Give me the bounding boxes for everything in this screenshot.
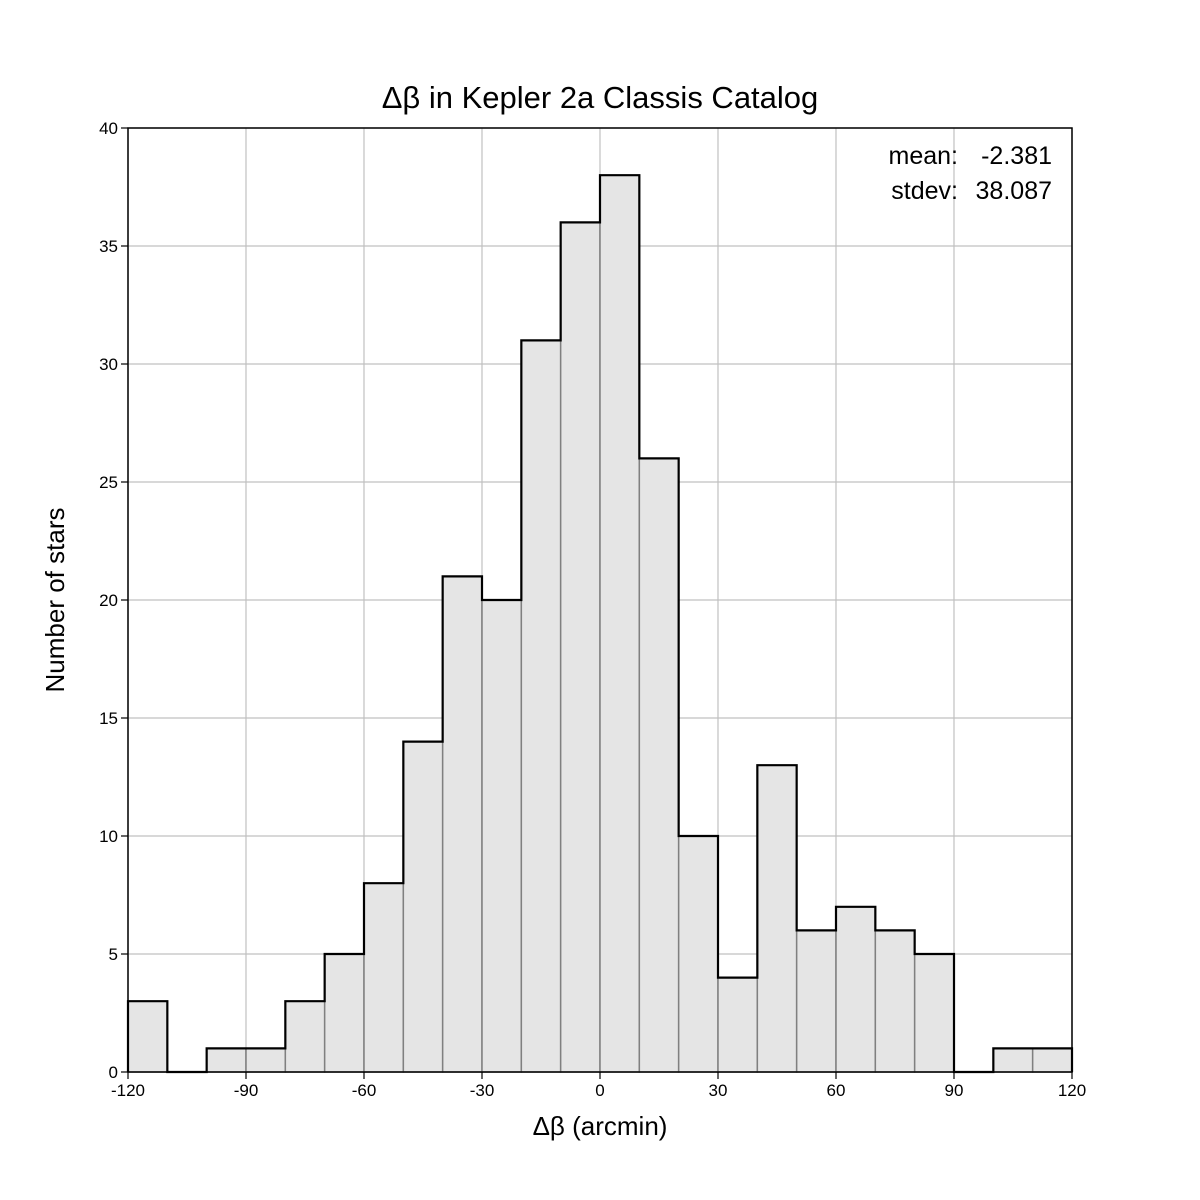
histogram-bar (205, 1047, 247, 1073)
mean-label: mean: (889, 142, 958, 170)
histogram-bar (835, 906, 877, 1073)
y-axis-ticks: 0 5 10 15 20 25 30 35 40 (99, 119, 128, 1082)
x-tick-label: 0 (595, 1081, 604, 1100)
y-tick-label: 0 (109, 1063, 118, 1082)
x-tick-label: 60 (827, 1081, 846, 1100)
chart-title: Δβ in Kepler 2a Classis Catalog (382, 80, 819, 115)
histogram-bar (638, 457, 680, 1073)
stats-annotation: mean: -2.381 stdev: 38.087 (889, 142, 1052, 205)
x-axis-ticks: -120 -90 -60 -30 0 30 60 90 120 (111, 1072, 1086, 1100)
histogram-bar (717, 976, 759, 1073)
histogram-bar (245, 1047, 287, 1073)
histogram-bars (127, 174, 1073, 1073)
histogram-bar (363, 882, 405, 1073)
histogram-bar (559, 221, 601, 1073)
histogram-bar (913, 953, 955, 1073)
y-tick-label: 35 (99, 237, 118, 256)
y-tick-label: 20 (99, 591, 118, 610)
histogram-bar (599, 174, 641, 1073)
x-tick-label: -30 (470, 1081, 495, 1100)
histogram-outline (126, 174, 1074, 1074)
x-tick-label: 30 (709, 1081, 728, 1100)
histogram-bar (481, 599, 523, 1073)
histogram-bar (520, 339, 562, 1073)
x-tick-label: 120 (1058, 1081, 1086, 1100)
stdev-value: 38.087 (976, 177, 1052, 205)
y-tick-label: 30 (99, 355, 118, 374)
y-tick-label: 10 (99, 827, 118, 846)
histogram-bar (756, 764, 798, 1073)
histogram-bar (127, 1000, 169, 1073)
y-tick-label: 15 (99, 709, 118, 728)
y-tick-label: 40 (99, 119, 118, 138)
y-tick-label: 25 (99, 473, 118, 492)
x-tick-label: 90 (945, 1081, 964, 1100)
histogram-bar (284, 1000, 326, 1073)
histogram-bar (795, 929, 837, 1073)
histogram-bar (874, 929, 916, 1073)
x-tick-label: -120 (111, 1081, 145, 1100)
histogram-step-outline (126, 174, 1074, 1074)
histogram-bar (677, 835, 719, 1073)
histogram-bar (323, 953, 365, 1073)
x-axis-label: Δβ (arcmin) (533, 1111, 668, 1141)
x-tick-label: -60 (352, 1081, 377, 1100)
y-tick-label: 5 (109, 945, 118, 964)
x-tick-label: -90 (234, 1081, 259, 1100)
mean-value: -2.381 (981, 142, 1052, 170)
histogram-bar (402, 740, 444, 1073)
y-axis-label: Number of stars (40, 508, 70, 693)
histogram-bar (441, 575, 483, 1073)
stdev-label: stdev: (891, 177, 958, 205)
histogram-bar (992, 1047, 1034, 1073)
histogram-bar (1031, 1047, 1073, 1073)
